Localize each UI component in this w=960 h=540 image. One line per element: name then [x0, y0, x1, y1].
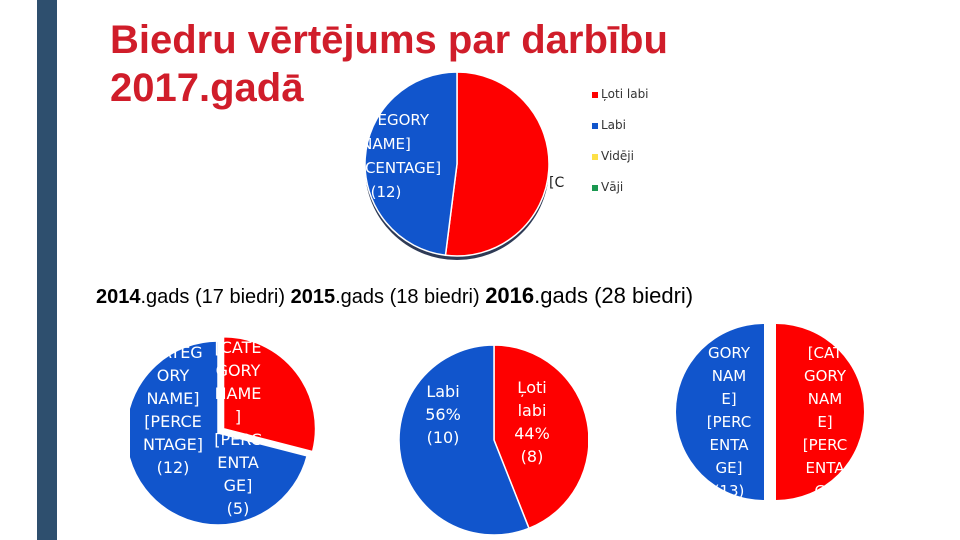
- pie-2016-label-line: [PERC: [707, 413, 752, 431]
- pie-2016-label-line: ENTA: [806, 459, 846, 477]
- pie-2017-legend-swatch: [592, 185, 598, 191]
- pie-2014-label-line: GORY: [216, 361, 261, 380]
- pie-2016-label-line: GORY: [708, 344, 751, 362]
- pie-2014-label-line: NTAGE]: [143, 435, 203, 454]
- pie-2014-label-line: [CATEG: [143, 343, 202, 362]
- pie-2017-slices: [364, 71, 550, 260]
- pie-2015-slices: [398, 344, 588, 536]
- side-accent-bar: [37, 0, 57, 540]
- caption-2014: 2014.gads (17 biedri): [96, 286, 285, 308]
- pie-2015-label-line: 56%: [425, 405, 461, 424]
- pie-2015-label-line: (10): [427, 428, 460, 447]
- pie-2014-label-red: [CATE GORY NAME] [PERC ENTA GE] (5): [214, 338, 262, 518]
- pie-2017-label-blue: [CATEGORY NAME] [PERCENTAGE] (12): [331, 111, 441, 201]
- pie-2017-legend-swatch: [592, 154, 598, 160]
- pie-2015-slice-blue: [398, 344, 530, 536]
- caption-2015-year: 2015: [290, 286, 336, 308]
- pie-2014-label-line: NAME]: [146, 389, 199, 408]
- pie-chart-2014: [CATE GORY NAME] [PERC ENTA GE] (5)[CATEG ORY NA…: [130, 335, 317, 526]
- pie-2016-slice-red: [776, 324, 864, 500]
- pie-2016-label-line: GORY: [804, 367, 847, 385]
- pie-2017-label-line: [CATEGORY: [343, 111, 430, 129]
- pie-2015-label-line: 44%: [514, 424, 550, 443]
- pie-2015-label-line: (8): [521, 447, 544, 466]
- pie-2016-label-line: E]: [817, 413, 832, 431]
- pie-2014-label-line: (12): [157, 458, 190, 477]
- pie-2014-slices: [130, 335, 317, 526]
- caption-2016-rest: .gads (28 biedri): [534, 283, 694, 308]
- caption-2016: 2016.gads (28 biedri): [485, 283, 693, 308]
- pie-2015-label-line: labi: [518, 401, 547, 420]
- caption-2014-rest: .gads (17 biedri): [140, 286, 286, 308]
- pie-2017-slice-blue: [364, 71, 458, 257]
- pie-2017-legend: Ļoti labi Labi Vidēji Vāji: [592, 87, 649, 194]
- pie-2017-legend-swatch: [592, 123, 598, 129]
- pie-2017-label-line: [PERCENTAGE]: [331, 159, 441, 177]
- pie-2014-labels: [CATE GORY NAME] [PERC ENTA GE] (5)[CATEG ORY NA…: [143, 338, 262, 518]
- pie-2017-labels: [C [CATEGORY NAME] [PERCENTAGE] (12): [331, 111, 565, 201]
- pie-2016-label-blue: GORY NAM E] [PERC ENTA GE] (13): [707, 344, 752, 500]
- pie-2014-label-line: NAME: [215, 384, 262, 403]
- pie-2014-slice-blue: [130, 340, 309, 526]
- pie-2015-slice-red: [493, 344, 588, 530]
- pie-2015-label-line: Ļoti: [517, 378, 546, 397]
- pie-2014-label-line: [CATE: [215, 338, 262, 357]
- pie-2015-label-blue: Labi 56% (10): [425, 382, 461, 447]
- pie-2016-label-line: NAM: [712, 367, 746, 385]
- pie-2016-slices: [676, 324, 864, 500]
- chart-year-captions: 2014.gads (17 biedri) 2015.gads (18 bied…: [96, 283, 916, 309]
- pie-2016-label-line: [CAT: [808, 344, 843, 362]
- pie-2014-label-line: GE]: [224, 476, 253, 495]
- pie-2016-labels: [CAT GORY NAM E] [PERC ENTA GE GORY NAM E] [PERC EN…: [707, 344, 848, 500]
- pie-2015-label-line: Labi: [426, 382, 459, 401]
- pie-2017-label-line: [C: [549, 175, 564, 191]
- pie-2014-slice-red: [222, 335, 317, 453]
- pie-2017-slice-red: [444, 71, 550, 257]
- pie-2016-label-red: [CAT GORY NAM E] [PERC ENTA GE: [803, 344, 848, 500]
- pie-2016-label-line: (13): [714, 482, 745, 500]
- pie-2017-legend-swatch: [592, 92, 598, 98]
- slide-title-line1: Biedru vērtējums par darbību: [110, 18, 668, 62]
- pie-2016-label-line: ENTA: [710, 436, 750, 454]
- pie-2016-label-line: NAM: [808, 390, 842, 408]
- pie-2017-label-line: NAME]: [361, 135, 411, 153]
- pie-2016-label-line: E]: [721, 390, 736, 408]
- pie-2017-legend-item: Vidēji: [601, 149, 634, 163]
- pie-2017-label-red: [C: [549, 175, 564, 191]
- caption-2014-year: 2014: [96, 286, 141, 308]
- pie-2016-label-line: GE]: [716, 459, 743, 477]
- pie-chart-2015: Ļoti labi 44% (8) Labi 56% (10): [398, 344, 588, 536]
- pie-2014-label-line: [PERCE: [144, 412, 202, 431]
- pie-2017-legend-item: Ļoti labi: [601, 87, 649, 101]
- pie-2014-label-line: ENTA: [217, 453, 259, 472]
- caption-2015-rest: .gads (18 biedri): [335, 286, 480, 308]
- pie-2014-label-line: ORY: [157, 366, 190, 385]
- pie-chart-2017: [C [CATEGORY NAME] [PERCENTAGE] (12) Ļoti la…: [331, 71, 649, 260]
- pie-chart-2016: [CAT GORY NAM E] [PERC ENTA GE GORY NAM E] [PERC EN…: [676, 324, 864, 500]
- caption-2016-year: 2016: [485, 283, 535, 308]
- pie-2017-legend-item: Labi: [601, 118, 626, 132]
- pie-2015-label-red: Ļoti labi 44% (8): [514, 378, 550, 466]
- pie-2016-label-line: GE: [814, 482, 835, 500]
- pie-2016-label-line: [PERC: [803, 436, 848, 454]
- caption-2015: 2015.gads (18 biedri): [291, 286, 480, 308]
- pie-2017-legend-item: Vāji: [601, 180, 623, 194]
- pie-2017-label-line: (12): [371, 183, 402, 201]
- pie-2014-label-line: (5): [227, 499, 250, 518]
- pie-2014-label-line: [PERC: [214, 430, 262, 449]
- pie-2014-label-line: ]: [235, 407, 241, 426]
- slide-title: Biedru vērtējums par darbību 2017.gadā: [110, 16, 668, 112]
- pie-2015-labels: Ļoti labi 44% (8) Labi 56% (10): [425, 378, 550, 466]
- pie-2014-label-blue: [CATEG ORY NAME] [PERCE NTAGE] (12): [143, 343, 203, 477]
- pie-2016-slice-blue: [676, 324, 764, 500]
- slide-title-line2: 2017.gadā: [110, 66, 304, 110]
